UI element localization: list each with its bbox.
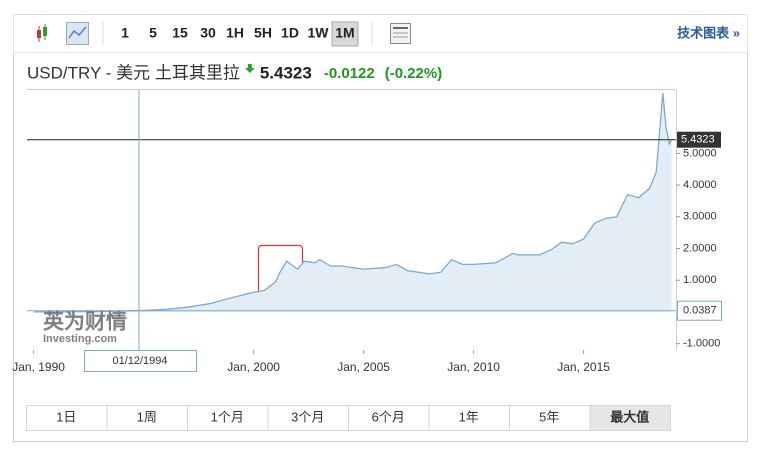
x-tick-label: Jan, 2015 xyxy=(557,360,610,374)
range-button-label[interactable]: 1个月 xyxy=(211,409,244,424)
crosshair-value-label: 0.0387 xyxy=(683,305,717,317)
toolbar xyxy=(13,14,748,53)
down-arrow xyxy=(244,64,255,73)
interval-button[interactable]: 5H xyxy=(254,25,272,41)
area-fill xyxy=(33,93,672,312)
line-icon[interactable] xyxy=(66,22,89,45)
interval-button[interactable]: 1D xyxy=(281,25,299,41)
x-tick-label: Jan, 2005 xyxy=(337,360,390,374)
watermark-site: Investing.com xyxy=(43,333,117,345)
y-tick-label: 1.0000 xyxy=(683,274,717,286)
interval-button[interactable]: 1 xyxy=(121,25,129,41)
range-button[interactable] xyxy=(187,405,269,431)
y-tick-label: 3.0000 xyxy=(683,211,717,223)
range-button[interactable] xyxy=(348,405,430,431)
current-price-label: 5.4323 xyxy=(681,134,715,146)
range-button[interactable] xyxy=(267,405,349,431)
interval-button[interactable]: 1M xyxy=(335,25,354,41)
y-tick-label: -1.0000 xyxy=(683,338,720,350)
range-button[interactable] xyxy=(509,405,591,431)
y-tick-label: 4.0000 xyxy=(683,179,717,191)
range-button-label[interactable]: 1周 xyxy=(137,409,157,424)
current-price-box xyxy=(677,131,721,148)
interval-button[interactable]: 1H xyxy=(226,25,244,41)
range-button[interactable] xyxy=(26,405,108,431)
symbol-title: USD/TRY - 美元 土耳其里拉 xyxy=(27,63,240,82)
active-interval-bg xyxy=(331,21,359,47)
x-tick-label: Jan, 2010 xyxy=(447,360,500,374)
y-tick-label: 2.0000 xyxy=(683,242,717,254)
advanced-chart-link[interactable]: 技术图表 » xyxy=(677,25,740,40)
table-icon[interactable] xyxy=(390,23,411,44)
y-tick-label: 5.0000 xyxy=(683,147,717,159)
x-tick-label: Jan, 2000 xyxy=(227,360,280,374)
range-button-label[interactable]: 最大值 xyxy=(610,409,649,424)
crosshair-value-box xyxy=(677,300,722,321)
watermark-brand: 英为财情 xyxy=(43,310,127,334)
range-button-label[interactable]: 6个月 xyxy=(372,409,405,424)
range-button[interactable] xyxy=(428,405,510,431)
range-button-label[interactable]: 5年 xyxy=(539,409,559,424)
range-button-label[interactable]: 1日 xyxy=(56,409,76,424)
price: 5.4323 xyxy=(260,63,312,82)
candle-icon[interactable] xyxy=(37,24,47,42)
crosshair-date-box xyxy=(84,350,197,372)
change-percent: (-0.22%) xyxy=(385,65,443,82)
range-button-label[interactable]: 3个月 xyxy=(291,409,324,424)
x-tick-label: Jan, 1990 xyxy=(12,360,65,374)
range-button-label[interactable]: 1年 xyxy=(459,409,479,424)
interval-button[interactable]: 1W xyxy=(308,25,330,41)
interval-button[interactable]: 30 xyxy=(200,25,216,41)
interval-button[interactable]: 5 xyxy=(149,25,157,41)
crosshair-date-label: 01/12/1994 xyxy=(112,355,167,367)
interval-button[interactable]: 15 xyxy=(172,25,188,41)
change: -0.0122 xyxy=(324,65,375,82)
price-line xyxy=(33,93,673,313)
range-button[interactable] xyxy=(589,405,671,431)
